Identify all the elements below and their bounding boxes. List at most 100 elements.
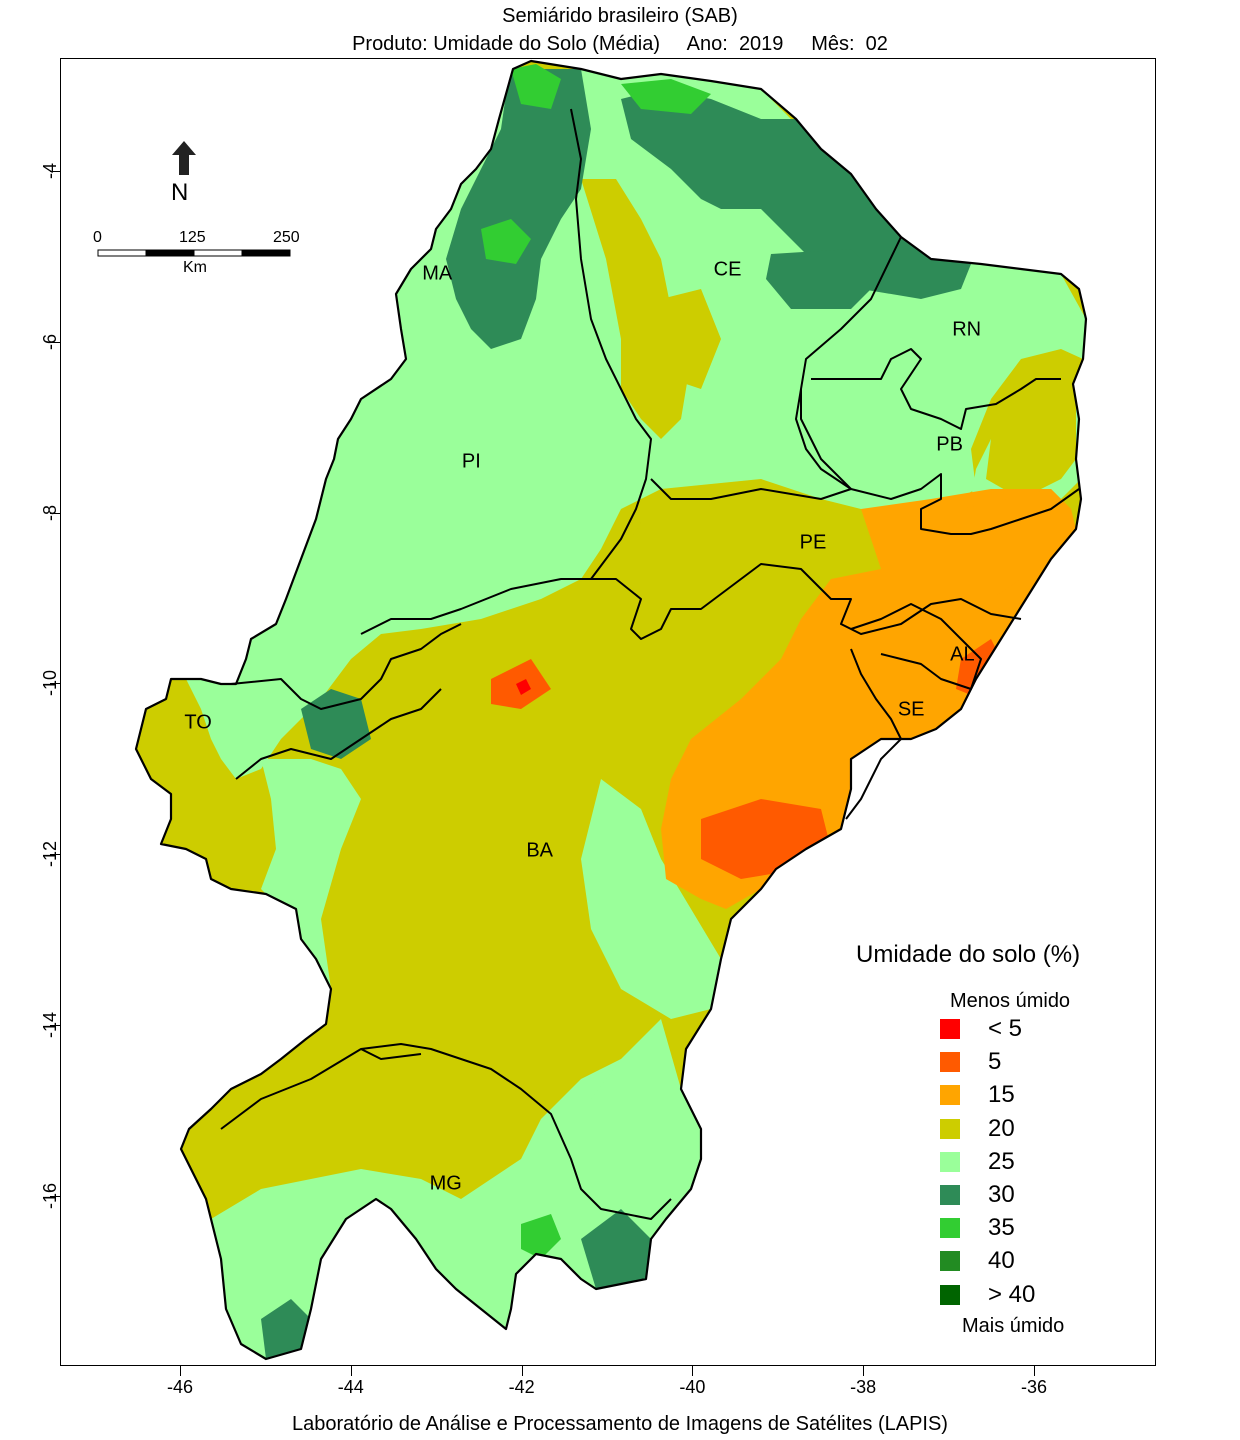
state-label-pi: PI [461, 450, 481, 473]
moisture-zone-15-pe [921, 489, 1071, 619]
moisture-zone-30-ce-inner [766, 249, 881, 309]
moisture-zone-30-mg [581, 1209, 651, 1289]
map-panel: MA CE RN PB PI PE AL SE TO BA MG N 0 125 250 Km [60, 58, 1156, 1366]
y-tick-label: -16 [40, 1182, 60, 1209]
moisture-zone-25-se [591, 1019, 701, 1239]
moisture-zone-25-south [211, 1059, 701, 1359]
map-title-line1: Semiárido brasileiro (SAB) [502, 5, 738, 27]
legend-title: Umidade do solo (%) [856, 941, 1081, 968]
y-tick [50, 1195, 60, 1197]
legend-swatch [940, 1019, 960, 1039]
border-se-ba [845, 648, 902, 820]
moisture-zone-20-pe [621, 479, 911, 619]
x-tick [180, 1366, 181, 1376]
north-label: N [171, 179, 189, 206]
border-ba-mg-west [360, 1048, 422, 1060]
y-tick-label: -4 [40, 163, 60, 180]
legend-swatch [940, 1251, 960, 1272]
x-tick-label: -38 [850, 1377, 877, 1397]
y-tick [50, 854, 60, 856]
moisture-zone-20-pb-east [986, 384, 1076, 499]
y-tick-label: -10 [40, 670, 60, 697]
moisture-zone-35-mg [521, 1214, 561, 1259]
y-tick-label: -12 [40, 841, 60, 868]
moisture-zone-30-ma [446, 69, 591, 349]
border-pe-ba [591, 563, 1022, 640]
y-tick-label: -8 [40, 504, 60, 521]
border-ce-rn [800, 236, 902, 490]
x-tick [521, 1366, 523, 1376]
legend-label: 35 [988, 1214, 1015, 1242]
north-arrow-icon [172, 141, 196, 175]
x-tick [1034, 1366, 1035, 1376]
moisture-zone-lt5 [516, 679, 531, 695]
legend-bottom-label: Mais úmido [962, 1315, 1065, 1337]
moisture-zone-35-north [511, 64, 561, 109]
soil-moisture-map [134, 59, 1088, 1361]
legend-label: 15 [988, 1081, 1015, 1109]
state-label-se: SE [897, 698, 925, 721]
x-tick [863, 1366, 865, 1376]
scale-label-250: 250 [273, 229, 300, 246]
x-tick-label: -46 [166, 1377, 193, 1397]
state-label-ba: BA [526, 839, 554, 862]
x-tick-label: -36 [1020, 1377, 1047, 1397]
border-pi-ba-north [360, 578, 591, 635]
y-tick [50, 512, 60, 514]
moisture-zone-35-ma [481, 219, 531, 264]
state-label-pe: PE [799, 531, 827, 554]
state-label-to: TO [184, 711, 212, 734]
legend-top-label: Menos úmido [950, 990, 1071, 1012]
border-al-se [850, 603, 982, 690]
legend-label: 30 [988, 1181, 1015, 1208]
legend-swatch [940, 1085, 960, 1106]
map-title-line2: Produto: Umidade do Solo (Média) Ano: 20… [352, 33, 888, 55]
y-tick [50, 341, 60, 343]
legend-label: 40 [988, 1247, 1015, 1275]
y-tick-label: -6 [40, 333, 60, 350]
moisture-zone-30-to [301, 689, 371, 759]
border-ce-pi [570, 108, 652, 580]
legend-swatch [940, 1151, 960, 1172]
legend-swatch [940, 1218, 960, 1239]
moisture-zone-35-ce [621, 79, 711, 114]
border-to-ba [235, 688, 442, 780]
legend-swatch [940, 1118, 960, 1139]
state-label-ce: CE [713, 258, 742, 281]
border-pb-pe [795, 388, 1080, 535]
border-pi-to [230, 623, 462, 710]
scale-unit: Km [183, 259, 207, 276]
moisture-zone-20-ce-west [581, 179, 691, 439]
state-label-al: AL [950, 643, 975, 665]
y-tick [50, 1025, 60, 1026]
scale-label-125: 125 [179, 229, 206, 246]
moisture-zone-30-mg-south [261, 1299, 311, 1359]
y-tick [50, 171, 60, 172]
legend-label: 25 [988, 1147, 1015, 1175]
state-label-ma: MA [422, 262, 453, 285]
legend-label: 5 [988, 1048, 1002, 1076]
state-label-pb: PB [936, 433, 963, 456]
credit-footer: Laboratório de Análise e Processamento d… [292, 1413, 948, 1435]
scale-label-0: 0 [93, 229, 102, 246]
legend-label: 20 [988, 1114, 1015, 1142]
border-ce-pe [650, 478, 852, 500]
moisture-zone-25-central [581, 779, 721, 1019]
y-tick-label: -14 [40, 1012, 60, 1039]
border-rn-pb [811, 348, 1061, 430]
scale-bar [97, 249, 291, 257]
moisture-zone-30-ce [621, 89, 971, 299]
x-tick [692, 1366, 694, 1376]
legend-swatch [940, 1185, 960, 1205]
x-tick-label: -40 [679, 1377, 706, 1397]
moisture-zone-20-ce [661, 289, 721, 389]
x-tick [350, 1366, 352, 1376]
border-ba-mg [220, 1043, 672, 1220]
legend-swatch [940, 1284, 960, 1305]
state-label-mg: MG [429, 1172, 462, 1195]
legend-label: > 40 [988, 1280, 1036, 1308]
y-tick [50, 683, 60, 685]
moisture-zone-25-west [221, 749, 361, 989]
state-label-rn: RN [952, 318, 982, 341]
legend-swatch [940, 1052, 960, 1073]
